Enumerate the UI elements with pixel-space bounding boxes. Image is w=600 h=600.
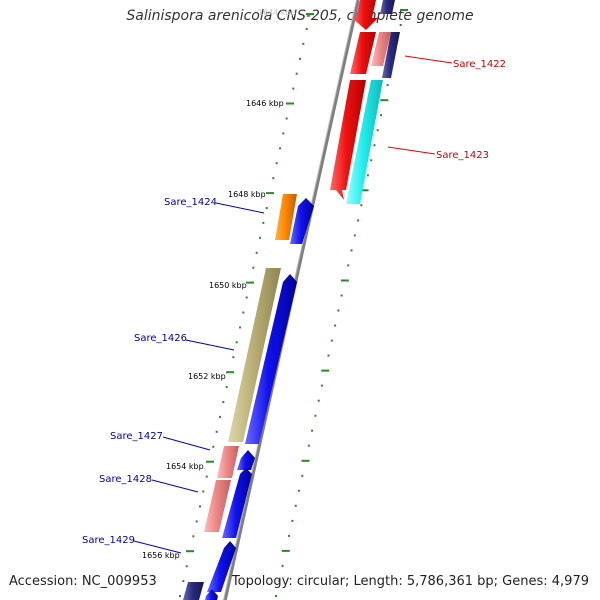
gene-label-sare-1426[interactable]: Sare_1426 xyxy=(134,333,187,344)
gene-arrow-sare-1427 xyxy=(217,446,239,478)
accession-text: Accession: NC_009953 xyxy=(9,574,157,589)
gene-label-sare-1423[interactable]: Sare_1423 xyxy=(436,150,489,161)
gene-label-connectors xyxy=(133,55,453,554)
tick-label: 1656 kbp xyxy=(142,551,180,560)
gene-arrow-bottom-blue xyxy=(205,589,218,600)
gene-arrow-red-large xyxy=(330,80,366,200)
tick-label: 1648 kbp xyxy=(228,190,266,199)
connector-sare-1424 xyxy=(215,202,265,214)
topology-text: Topology: circular; Length: 5,786,361 bp… xyxy=(231,574,589,589)
tick-label: 1650 kbp xyxy=(209,281,247,290)
connector-sare-1426 xyxy=(185,339,235,351)
gene-arrow-blue-1 xyxy=(290,198,314,244)
gene-features xyxy=(183,0,400,600)
tick-labels: 1644 kbp 1646 kbp 1648 kbp 1650 kbp 1652… xyxy=(142,8,296,560)
gene-arrow-sare-1422-c xyxy=(382,32,400,78)
gene-label-sare-1429[interactable]: Sare_1429 xyxy=(82,535,135,546)
gene-label-sare-1428[interactable]: Sare_1428 xyxy=(99,474,152,485)
gene-arrow-partial xyxy=(380,0,395,14)
gene-label-sare-1427[interactable]: Sare_1427 xyxy=(110,431,163,442)
connector-sare-1427 xyxy=(162,436,211,451)
connector-sare-1422 xyxy=(404,55,453,64)
gene-arrow-sare-1426 xyxy=(228,268,281,442)
gene-arrow-blue-3 xyxy=(237,450,255,470)
gene-arrow-bottom-navy xyxy=(183,582,204,600)
gene-labels: Sare_1422 Sare_1423 Sare_1424 Sare_1426 … xyxy=(82,59,506,546)
connector-sare-1429 xyxy=(133,540,182,554)
tick-label: 1646 kbp xyxy=(246,99,284,108)
gene-label-sare-1424[interactable]: Sare_1424 xyxy=(164,197,217,208)
connector-sare-1428 xyxy=(151,479,199,493)
gene-arrow-sare-1424 xyxy=(275,194,297,240)
gene-arrow-blue-4 xyxy=(222,468,252,538)
gene-arrow-sare-1422-b xyxy=(371,32,391,66)
tick-label: 1654 kbp xyxy=(166,462,204,471)
gene-arrow-blue-2 xyxy=(245,274,297,444)
tick-label: 1652 kbp xyxy=(188,372,226,381)
gene-arrow-partial xyxy=(352,0,378,30)
gene-arrow-sare-1422-a xyxy=(350,32,376,74)
gene-label-sare-1422[interactable]: Sare_1422 xyxy=(453,59,506,70)
gene-arrow-sare-1429 xyxy=(207,541,236,592)
tick-ladder xyxy=(179,9,408,597)
gene-arrow-sare-1428 xyxy=(204,480,231,532)
connector-sare-1423 xyxy=(387,146,436,155)
tick-label: 1644 kbp xyxy=(258,8,296,17)
gene-arrow-sare-1423-cyan xyxy=(346,80,383,204)
